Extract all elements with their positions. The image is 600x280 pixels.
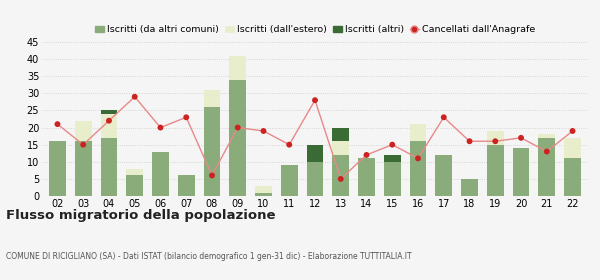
Point xyxy=(259,129,268,133)
Point xyxy=(104,118,114,123)
Point xyxy=(336,177,346,181)
Bar xyxy=(410,124,427,141)
Bar xyxy=(203,90,220,107)
Bar xyxy=(101,114,118,138)
Bar xyxy=(255,186,272,193)
Bar xyxy=(332,141,349,155)
Point xyxy=(439,115,449,120)
Point xyxy=(388,143,397,147)
Bar xyxy=(358,158,375,196)
Point xyxy=(490,139,500,143)
Bar xyxy=(332,128,349,141)
Bar xyxy=(307,145,323,162)
Bar xyxy=(332,155,349,196)
Point xyxy=(233,125,242,130)
Bar xyxy=(461,179,478,196)
Bar xyxy=(564,138,581,158)
Point xyxy=(155,125,165,130)
Point xyxy=(516,136,526,140)
Bar xyxy=(307,162,323,196)
Text: COMUNE DI RICIGLIANO (SA) - Dati ISTAT (bilancio demografico 1 gen-31 dic) - Ela: COMUNE DI RICIGLIANO (SA) - Dati ISTAT (… xyxy=(6,252,412,261)
Bar xyxy=(75,141,92,196)
Bar xyxy=(564,158,581,196)
Point xyxy=(79,143,88,147)
Bar xyxy=(436,155,452,196)
Bar xyxy=(538,134,555,138)
Point xyxy=(181,115,191,120)
Bar xyxy=(229,56,246,80)
Bar xyxy=(255,193,272,196)
Bar xyxy=(152,151,169,196)
Legend: Iscritti (da altri comuni), Iscritti (dall'estero), Iscritti (altri), Cancellati: Iscritti (da altri comuni), Iscritti (da… xyxy=(95,25,535,34)
Point xyxy=(284,143,294,147)
Bar xyxy=(384,155,401,162)
Text: Flusso migratorio della popolazione: Flusso migratorio della popolazione xyxy=(6,209,275,221)
Bar xyxy=(281,165,298,196)
Point xyxy=(568,129,577,133)
Point xyxy=(53,122,62,126)
Bar xyxy=(75,121,92,141)
Point xyxy=(362,153,371,157)
Bar xyxy=(178,176,194,196)
Bar xyxy=(101,110,118,114)
Point xyxy=(310,98,320,102)
Bar xyxy=(203,107,220,196)
Bar xyxy=(487,145,503,196)
Bar xyxy=(101,138,118,196)
Bar xyxy=(487,131,503,145)
Point xyxy=(207,173,217,178)
Point xyxy=(542,149,551,154)
Bar xyxy=(384,162,401,196)
Point xyxy=(130,95,140,99)
Bar xyxy=(410,141,427,196)
Point xyxy=(413,156,423,161)
Bar xyxy=(49,141,66,196)
Bar xyxy=(229,80,246,196)
Point xyxy=(465,139,475,143)
Bar xyxy=(127,176,143,196)
Bar xyxy=(538,138,555,196)
Bar xyxy=(127,169,143,176)
Bar xyxy=(512,148,529,196)
